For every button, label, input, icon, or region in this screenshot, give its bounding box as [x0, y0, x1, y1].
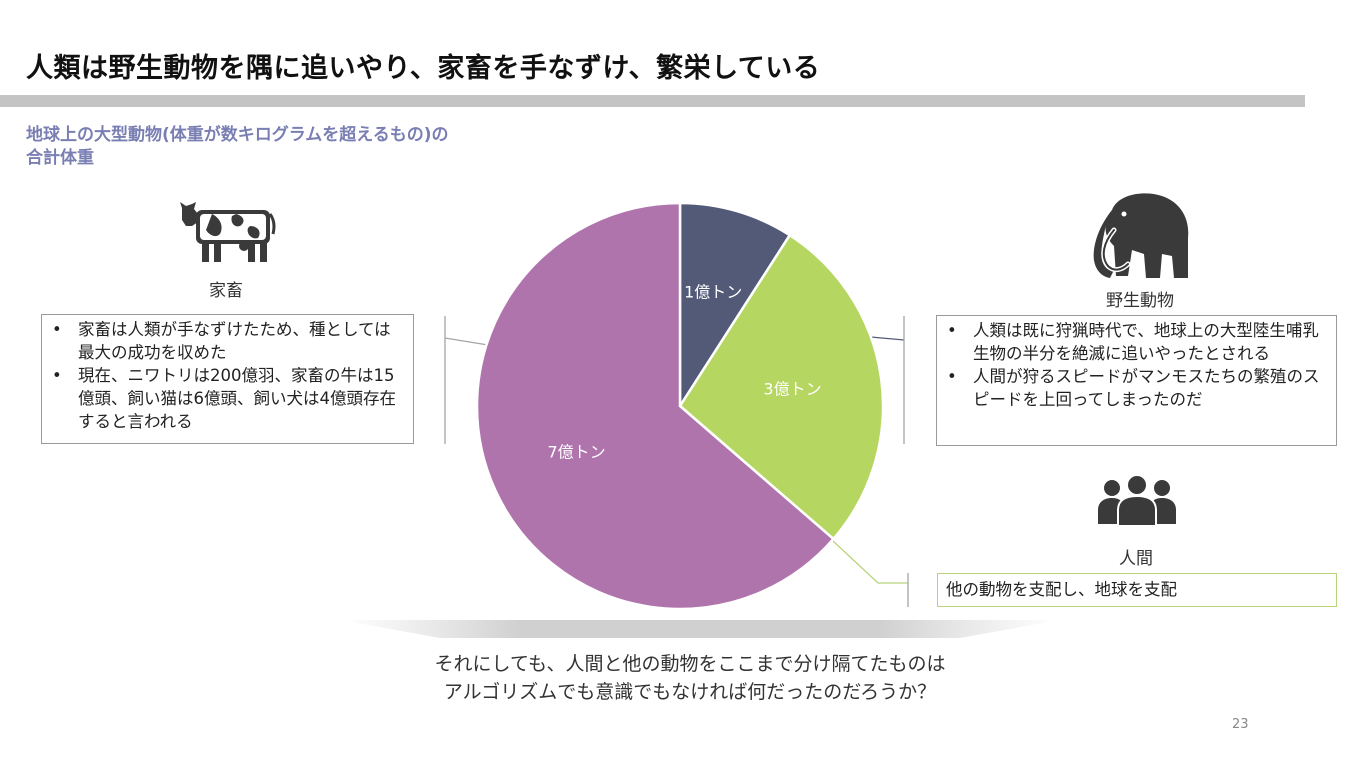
subtitle-line-1: 地球上の大型動物(体重が数キログラムを超えるもの)の — [26, 125, 449, 145]
livestock-note-2: 現在、ニワトリは200億羽、家畜の牛は15億頭、飼い猫は6億頭、飼い犬は4億頭存… — [48, 364, 407, 433]
page-number: 23 — [1232, 717, 1249, 732]
pie-slice-1 — [678, 201, 792, 411]
pie-slice-2 — [678, 233, 885, 541]
wild-note-1: 人類は既に狩猟時代で、地球上の大型陸生哺乳生物の半分を絶滅に追いやったとされる — [943, 319, 1330, 365]
human-label: 人間 — [1119, 549, 1153, 569]
cow-icon — [180, 202, 276, 262]
human-note-box: 他の動物を支配し、地球を支配 — [937, 573, 1337, 607]
pie-slice-3 — [475, 201, 836, 611]
question-line-1: それにしても、人間と他の動物をここまで分け隔てたものは — [434, 653, 946, 675]
title-divider — [0, 95, 1305, 107]
question-divider — [340, 620, 1060, 638]
wild-notes: 人類は既に狩猟時代で、地球上の大型陸生哺乳生物の半分を絶滅に追いやったとされる … — [936, 315, 1337, 446]
livestock-label: 家畜 — [209, 281, 243, 301]
pie-label-2: 3億トン — [763, 379, 821, 398]
slide-title: 人類は野生動物を隅に追いやり、家畜を手なずけ、繁栄している — [26, 53, 821, 84]
pie-label-3: 7億トン — [547, 443, 605, 462]
mammoth-icon — [1093, 193, 1189, 278]
question-line-2: アルゴリズムでも意識でもなければ何だったのだろうか？ — [443, 681, 937, 703]
subtitle-line-2: 合計体重 — [26, 148, 94, 168]
wild-label: 野生動物 — [1106, 291, 1174, 311]
closing-question: それにしても、人間と他の動物をここまで分け隔てたものは アルゴリズムでも意識でも… — [300, 650, 1080, 706]
people-icon — [1098, 474, 1176, 526]
human-note: 他の動物を支配し、地球を支配 — [946, 580, 1177, 599]
pie-label-1: 1億トン — [684, 283, 742, 302]
livestock-notes: 家畜は人類が手なずけたため、種としては最大の成功を収めた 現在、ニワトリは200… — [41, 314, 414, 444]
pie-chart: 1億トン 3億トン 7億トン — [475, 201, 885, 611]
wild-note-2: 人間が狩るスピードがマンモスたちの繁殖のスピードを上回ってしまったのだ — [943, 365, 1330, 411]
livestock-note-1: 家畜は人類が手なずけたため、種としては最大の成功を収めた — [48, 318, 407, 364]
chart-subtitle: 地球上の大型動物(体重が数キログラムを超えるもの)の 合計体重 — [26, 124, 606, 170]
